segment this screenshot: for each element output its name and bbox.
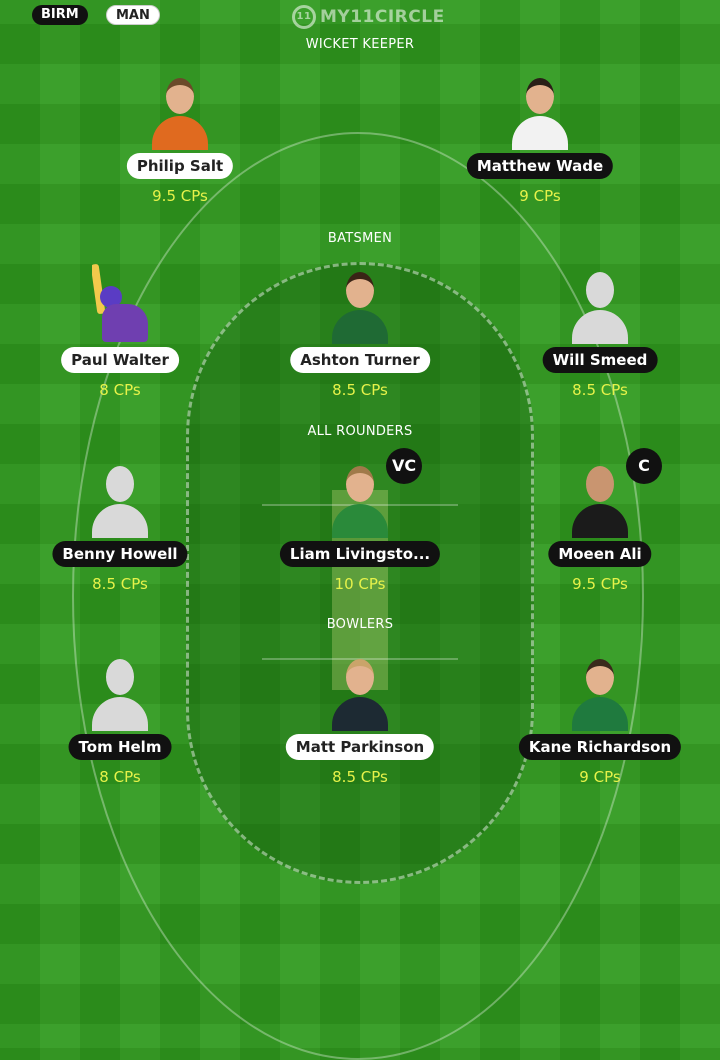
player-placeholder-icon — [92, 458, 148, 538]
player-name: Philip Salt — [126, 153, 234, 179]
player-placeholder-icon — [92, 651, 148, 731]
team-badge-man: MAN — [106, 5, 160, 25]
player-name: Moeen Ali — [548, 541, 652, 567]
team-badge-birm: BIRM — [32, 5, 88, 25]
player-card-bat-3[interactable]: Will Smeed 8.5 CPs — [510, 264, 690, 414]
brand-logo: 11 MY11CIRCLE — [292, 3, 445, 31]
section-title-all-rounders: ALL ROUNDERS — [307, 424, 413, 439]
player-credits: 8 CPs — [99, 381, 141, 399]
player-name: Paul Walter — [61, 347, 179, 373]
logo-text: MY11CIRCLE — [320, 7, 445, 27]
player-name: Benny Howell — [52, 541, 188, 567]
player-placeholder-icon — [572, 264, 628, 344]
player-name: Liam Livingsto... — [279, 541, 441, 567]
player-photo — [512, 70, 568, 150]
batsman-avatar-icon — [92, 264, 148, 344]
player-name: Will Smeed — [542, 347, 658, 373]
player-photo — [332, 458, 388, 538]
player-card-ar-3[interactable]: C Moeen Ali 9.5 CPs — [510, 448, 690, 608]
player-photo — [572, 458, 628, 538]
player-credits: 8.5 CPs — [332, 768, 388, 786]
player-card-wk-2[interactable]: Matthew Wade 9 CPs — [450, 70, 630, 220]
player-credits: 10 CPs — [334, 575, 386, 593]
captain-badge: C — [626, 448, 662, 484]
logo-mark-icon: 11 — [292, 5, 316, 29]
player-credits: 9.5 CPs — [152, 187, 208, 205]
section-title-batsmen: BATSMEN — [327, 231, 393, 246]
player-credits: 8.5 CPs — [92, 575, 148, 593]
section-title-bowlers: BOWLERS — [326, 617, 394, 632]
player-name: Kane Richardson — [518, 734, 682, 760]
player-card-ar-1[interactable]: Benny Howell 8.5 CPs — [30, 458, 210, 608]
player-photo — [152, 70, 208, 150]
player-photo — [572, 651, 628, 731]
player-name: Tom Helm — [68, 734, 172, 760]
player-photo — [332, 264, 388, 344]
player-card-bat-2[interactable]: Ashton Turner 8.5 CPs — [270, 264, 450, 414]
player-card-ar-2[interactable]: VC Liam Livingsto... 10 CPs — [270, 448, 450, 608]
player-name: Matthew Wade — [466, 153, 614, 179]
player-credits: 8.5 CPs — [572, 381, 628, 399]
vice-captain-badge: VC — [386, 448, 422, 484]
player-credits: 9 CPs — [519, 187, 561, 205]
player-card-bowl-1[interactable]: Tom Helm 8 CPs — [30, 651, 210, 801]
player-credits: 8 CPs — [99, 768, 141, 786]
player-credits: 9.5 CPs — [572, 575, 628, 593]
player-name: Matt Parkinson — [285, 734, 435, 760]
player-credits: 8.5 CPs — [332, 381, 388, 399]
player-card-bat-1[interactable]: Paul Walter 8 CPs — [30, 264, 210, 414]
section-title-wicket-keeper: WICKET KEEPER — [305, 37, 415, 52]
player-card-bowl-2[interactable]: Matt Parkinson 8.5 CPs — [270, 651, 450, 801]
player-card-bowl-3[interactable]: Kane Richardson 9 CPs — [510, 651, 690, 801]
player-card-wk-1[interactable]: Philip Salt 9.5 CPs — [90, 70, 270, 220]
player-name: Ashton Turner — [290, 347, 430, 373]
player-photo — [332, 651, 388, 731]
player-credits: 9 CPs — [579, 768, 621, 786]
